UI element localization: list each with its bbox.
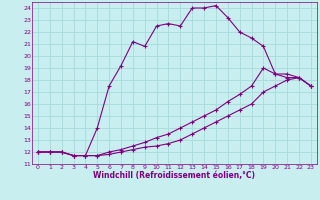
X-axis label: Windchill (Refroidissement éolien,°C): Windchill (Refroidissement éolien,°C) [93, 171, 255, 180]
